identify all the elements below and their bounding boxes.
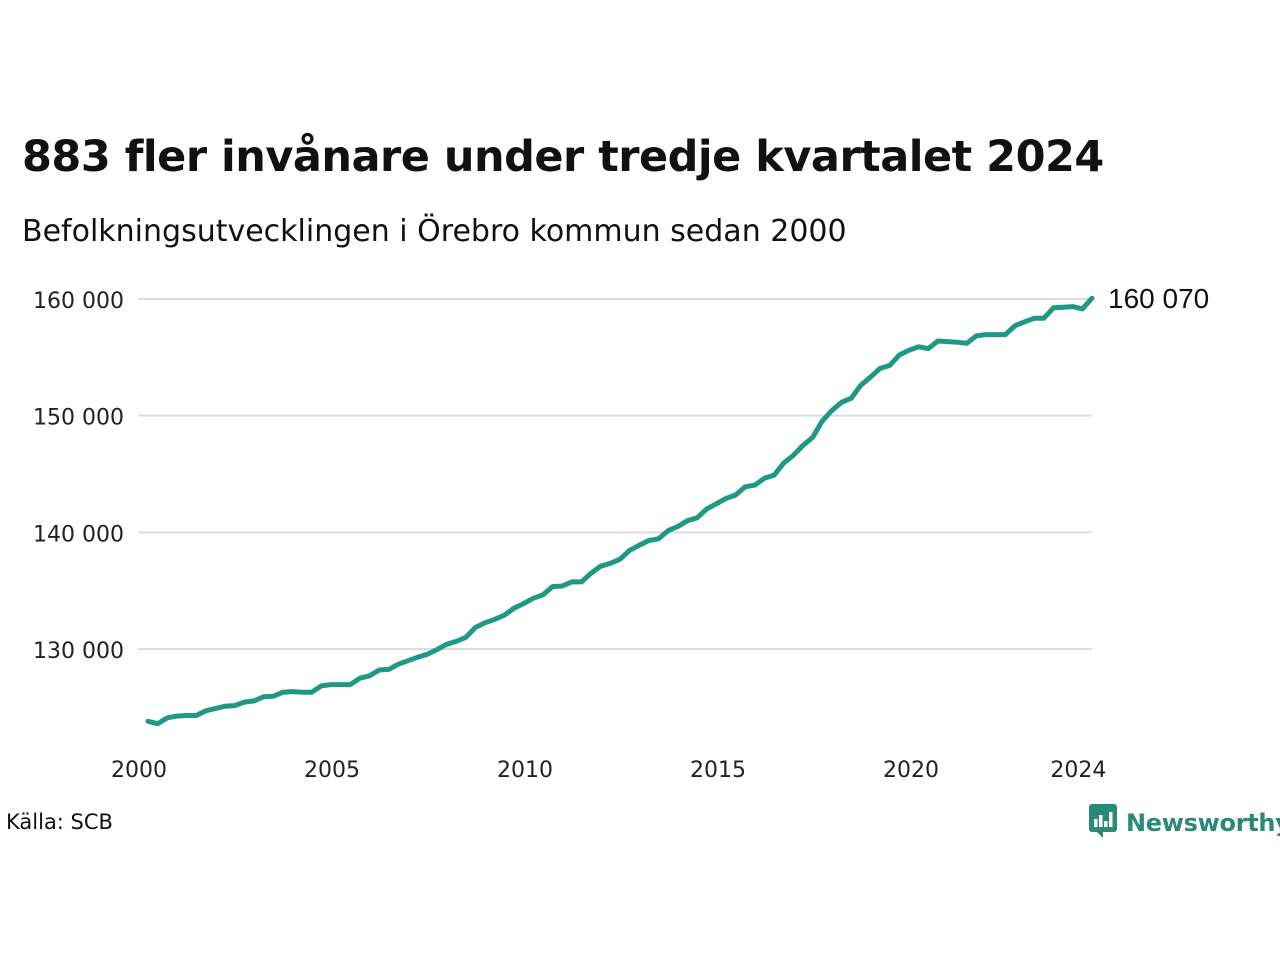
source-note: Källa: SCB <box>6 810 113 834</box>
series-lines <box>145 295 1095 727</box>
line-chart: 130 000 140 000 150 000 160 000 2000 2005 201… <box>33 283 1209 783</box>
y-axis: 130 000 140 000 150 000 160 000 <box>33 289 124 664</box>
x-tick-label: 2015 <box>690 758 746 783</box>
chart-subtitle: Befolkningsutvecklingen i Örebro kommun … <box>22 214 847 249</box>
population-series-line <box>145 295 1095 727</box>
y-tick-label: 160 000 <box>33 289 124 314</box>
grid-lines <box>138 298 1092 650</box>
y-tick-label: 140 000 <box>33 522 124 547</box>
x-tick-label: 2024 <box>1050 758 1106 783</box>
end-value-label: 160 070 <box>1108 283 1209 314</box>
x-axis: 2000 2005 2010 2015 2020 2024 <box>111 758 1106 783</box>
x-tick-label: 2010 <box>497 758 553 783</box>
newsworthy-logo-icon <box>1088 803 1118 843</box>
x-tick-label: 2020 <box>883 758 939 783</box>
brand-name: Newsworthy <box>1126 809 1280 837</box>
y-tick-label: 150 000 <box>33 406 124 431</box>
brand-logo[interactable]: Newsworthy <box>1088 803 1280 843</box>
chart-title: 883 fler invånare under tredje kvartalet… <box>22 132 1104 182</box>
x-tick-label: 2005 <box>304 758 360 783</box>
y-tick-label: 130 000 <box>33 639 124 664</box>
x-tick-label: 2000 <box>111 758 167 783</box>
